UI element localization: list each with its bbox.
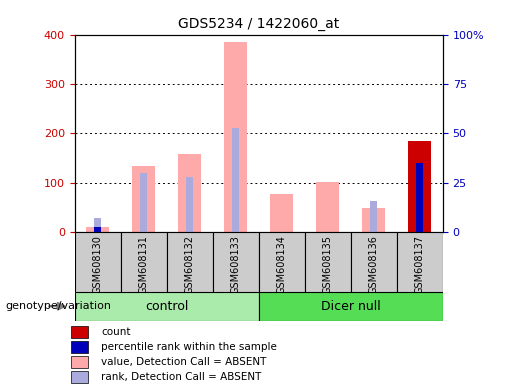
Bar — [316, 182, 339, 232]
Bar — [408, 141, 432, 232]
Text: Dicer null: Dicer null — [321, 300, 381, 313]
Text: GSM608132: GSM608132 — [185, 235, 195, 294]
Bar — [232, 127, 239, 232]
Bar — [351, 232, 397, 292]
Bar — [224, 42, 247, 232]
Bar — [397, 232, 443, 292]
Bar — [370, 201, 377, 232]
Bar — [121, 232, 167, 292]
Bar — [417, 163, 423, 232]
Text: GSM608136: GSM608136 — [369, 235, 379, 294]
Bar — [363, 208, 385, 232]
Text: rank, Detection Call = ABSENT: rank, Detection Call = ABSENT — [101, 372, 262, 382]
Text: GSM608133: GSM608133 — [231, 235, 241, 294]
Bar — [71, 341, 88, 353]
Bar — [178, 154, 201, 232]
Bar — [259, 232, 305, 292]
Bar — [140, 173, 147, 232]
Bar — [186, 177, 193, 232]
Bar — [75, 292, 259, 321]
Bar — [71, 356, 88, 367]
Bar — [259, 292, 443, 321]
Bar — [94, 227, 101, 232]
Text: GSM608130: GSM608130 — [93, 235, 102, 294]
Bar — [270, 194, 294, 232]
Text: GSM608137: GSM608137 — [415, 235, 425, 294]
Text: percentile rank within the sample: percentile rank within the sample — [101, 342, 277, 352]
Text: GSM608134: GSM608134 — [277, 235, 287, 294]
Text: value, Detection Call = ABSENT: value, Detection Call = ABSENT — [101, 357, 267, 367]
Bar — [167, 232, 213, 292]
Bar — [71, 326, 88, 338]
Bar — [305, 232, 351, 292]
Bar — [94, 218, 101, 232]
Title: GDS5234 / 1422060_at: GDS5234 / 1422060_at — [178, 17, 339, 31]
Bar — [86, 227, 109, 232]
Bar — [213, 232, 259, 292]
Text: control: control — [145, 300, 188, 313]
Text: count: count — [101, 327, 131, 337]
Bar — [75, 232, 121, 292]
Text: genotype/variation: genotype/variation — [5, 301, 111, 311]
Bar — [132, 166, 155, 232]
Text: GSM608131: GSM608131 — [139, 235, 149, 294]
Bar — [71, 371, 88, 382]
Text: GSM608135: GSM608135 — [323, 235, 333, 294]
